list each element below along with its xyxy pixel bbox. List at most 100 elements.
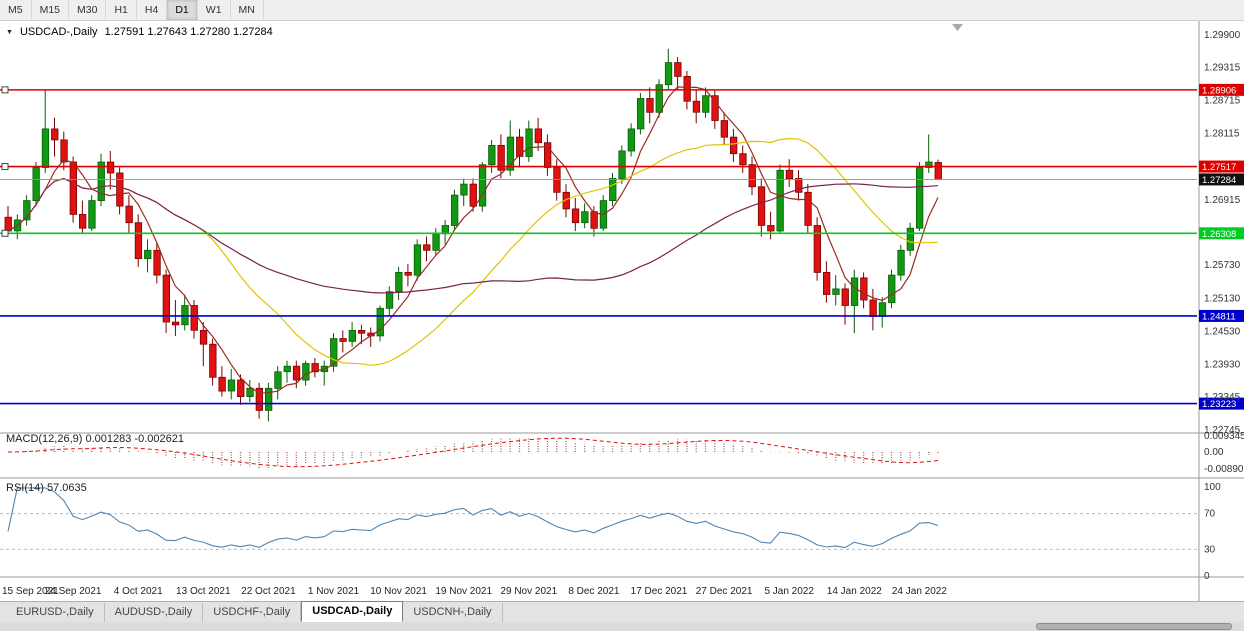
price-tick-label: 1.22745 [1204,425,1241,436]
symbol-tab-usdcad[interactable]: USDCAD-,Daily [301,601,404,622]
candle [525,128,533,157]
price-tick-label: 1.24530 [1204,326,1241,337]
date-label: 4 Oct 2021 [114,586,163,597]
date-label: 24 Sep 2021 [45,586,102,597]
candle [51,128,59,141]
timeframe-toolbar: M5 M15 M30 H1 H4 D1 W1 MN [0,0,1244,21]
candle [339,338,347,342]
date-label: 14 Jan 2022 [827,586,882,597]
candle [423,244,431,251]
date-label: 22 Oct 2021 [241,586,296,597]
candle [488,145,496,166]
price-tick-label: 1.28115 [1204,129,1240,140]
timeframe-button-m30[interactable]: M30 [69,0,107,20]
candle [692,100,701,113]
price-tick-label: 1.26915 [1204,195,1241,206]
price-level-label [1199,227,1244,240]
candle [134,222,143,259]
candle [869,299,877,318]
date-label: 8 Dec 2021 [568,586,620,597]
price-level-label [1199,397,1244,410]
chart-title: ▼ USDCAD-,Daily 1.27591 1.27643 1.27280 … [6,26,273,38]
candle [702,95,710,113]
candle [88,200,96,229]
price-level-label-text: 1.28906 [1202,85,1236,96]
symbol-tab-eurusd[interactable]: EURUSD-,Daily [6,603,105,622]
price-tick-label: 1.25130 [1204,293,1241,304]
line-selection-handle[interactable] [1,86,9,94]
candle [460,183,468,196]
date-label: 24 Jan 2022 [892,586,947,597]
candle [934,162,942,180]
horizontal-scrollbar[interactable] [0,622,1244,631]
candle [246,387,254,397]
candle [292,365,301,381]
date-label: 19 Nov 2021 [435,586,492,597]
line-selection-handle[interactable] [1,163,9,171]
candle [199,329,208,345]
candle [618,150,626,179]
candle [376,307,384,337]
candle [79,213,87,229]
candle [878,302,887,317]
scrollbar-thumb[interactable] [1036,623,1232,630]
timeframe-button-m5[interactable]: M5 [0,0,32,20]
rsi-indicator-label: RSI(14) 57.0635 [6,482,87,494]
candle [767,225,775,232]
timeframe-button-h4[interactable]: H4 [137,0,168,20]
timeframe-button-w1[interactable]: W1 [198,0,231,20]
moving-average-line-5 [7,86,939,394]
macd-axis-label: 0.00 [1204,447,1224,458]
candle [609,178,617,202]
candle [711,95,719,121]
symbol-tab-usdcnh[interactable]: USDCNH-,Daily [403,603,503,622]
candle [218,376,226,392]
candle [888,274,896,304]
candle [534,128,542,144]
candle [125,205,133,224]
symbol-tab-usdchf[interactable]: USDCHF-,Daily [203,603,302,622]
candle [804,191,812,226]
candle [283,365,291,373]
chart-area: 1.28906 1.27517 1.26308 1.24811 1.23223 1.272… [0,21,1244,601]
price-level-label-text: 1.27517 [1202,162,1236,173]
chart-shift-marker[interactable] [952,24,963,31]
price-tick-label: 1.28715 [1204,95,1241,106]
symbol-dropdown-icon[interactable]: ▼ [6,29,13,36]
candle [590,211,598,229]
price-level-label [1199,83,1244,96]
symbol-tab-audusd[interactable]: AUDUSD-,Daily [105,603,204,622]
candle [832,288,840,295]
candle [106,161,115,174]
date-label: 27 Dec 2021 [696,586,753,597]
candle [720,120,728,138]
timeframe-button-h1[interactable]: H1 [106,0,137,20]
rsi-axis-label: 100 [1204,482,1221,493]
candle [776,169,784,232]
candle [664,62,673,86]
macd-indicator-label: MACD(12,26,9) 0.001283 -0.002621 [6,433,184,445]
line-selection-handle[interactable] [1,229,9,237]
candle [404,271,412,276]
current-price-label-text: 1.27284 [1202,175,1236,186]
candle [348,329,357,342]
rsi-axis-label: 70 [1204,509,1216,520]
chart-canvas[interactable]: 1.28906 1.27517 1.26308 1.24811 1.23223 1.272… [0,21,1244,601]
candle [153,249,161,276]
chart-tab-bar: EURUSD-,Daily AUDUSD-,Daily USDCHF-,Daily U… [0,601,1244,622]
candle [757,186,766,226]
candle [795,178,803,193]
price-level-label-text: 1.24811 [1202,311,1236,322]
timeframe-button-mn[interactable]: MN [231,0,264,20]
timeframe-button-d1[interactable]: D1 [167,0,198,20]
date-label: 29 Nov 2021 [500,586,557,597]
date-label: 10 Nov 2021 [370,586,427,597]
price-level-label-text: 1.23223 [1202,399,1236,410]
price-tick-label: 1.29315 [1204,62,1241,73]
candle [906,227,914,251]
price-tick-label: 1.23930 [1204,360,1241,371]
candle [683,76,691,102]
candle [413,244,422,276]
timeframe-button-m15[interactable]: M15 [32,0,70,20]
macd-axis-label: 0.009345 [1204,431,1244,442]
